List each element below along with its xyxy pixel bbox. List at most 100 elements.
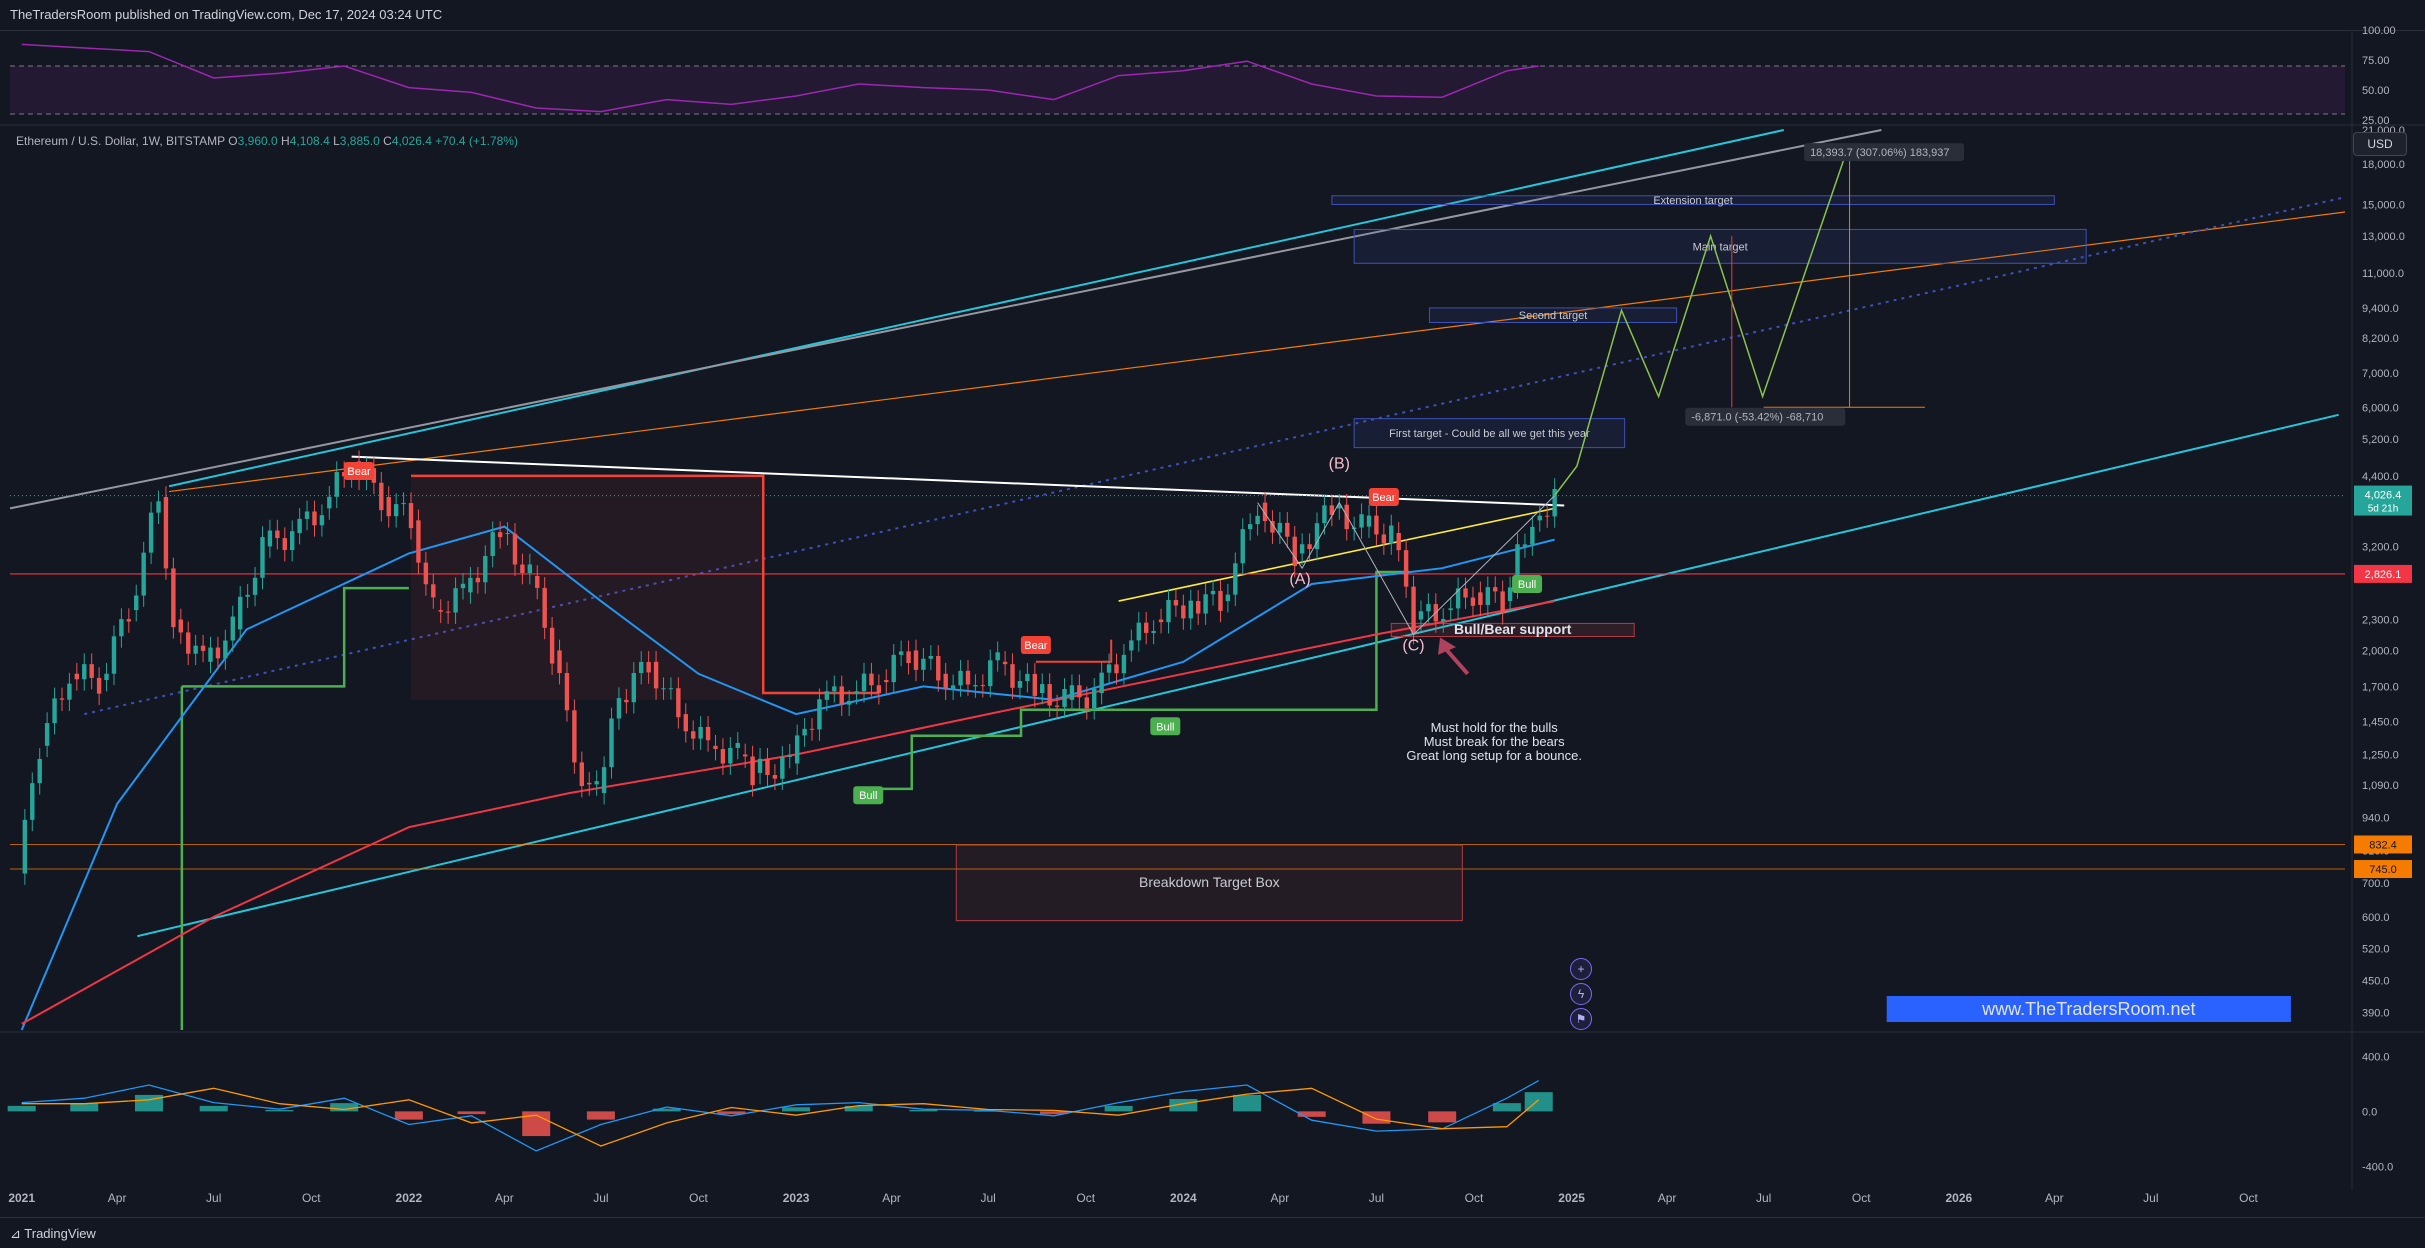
legend-h-label: H — [281, 134, 290, 148]
ma-red — [21, 600, 1555, 1025]
candle-body — [906, 651, 911, 664]
candle-body — [839, 686, 844, 705]
zone-box-5 — [955, 844, 1463, 922]
candle-body — [1010, 664, 1015, 688]
zone-box-3 — [1353, 418, 1626, 449]
time-tick-8: 2023 — [783, 1191, 810, 1205]
time-tick-2: Jul — [206, 1191, 221, 1205]
macd-bar — [70, 1103, 99, 1112]
legend-o-label: O — [228, 134, 238, 148]
macd-bar — [199, 1105, 228, 1112]
candle-body — [624, 699, 629, 703]
candle-body — [780, 756, 785, 779]
macd-bar — [652, 1108, 681, 1112]
candle-body — [616, 698, 622, 719]
rsi-tick-3: 25.00 — [2362, 115, 2390, 127]
candle-body — [564, 673, 570, 711]
candle-body — [527, 564, 533, 573]
candle-body — [520, 564, 525, 573]
candle-body — [1485, 587, 1491, 605]
signal-tag-3 — [853, 786, 884, 805]
candle-body — [1121, 654, 1127, 674]
candle-body — [460, 583, 466, 589]
channel-dotted — [84, 196, 2346, 716]
zone-label-4: Bull/Bear support — [1454, 621, 1572, 637]
candle-body — [661, 688, 666, 690]
candle-body — [817, 699, 822, 730]
price-tick-8: 6,000.0 — [2362, 402, 2399, 414]
price-tick-5: 9,400.0 — [2362, 303, 2399, 315]
candle-body — [980, 685, 986, 687]
plus-icon[interactable]: + — [1570, 958, 1592, 980]
candle-body — [1292, 536, 1297, 567]
candle-body — [1329, 505, 1335, 515]
zone-label-0: Extension target — [1653, 195, 1733, 207]
candle-body — [809, 728, 815, 730]
candle-body — [431, 584, 436, 598]
zone-label-3: First target - Could be all we get this … — [1389, 428, 1590, 440]
ma-blue — [20, 525, 1555, 1031]
candle-body — [542, 587, 547, 628]
candle-body — [861, 673, 867, 692]
candle-body — [1255, 515, 1260, 525]
chart-canvas[interactable]: 100.0075.0050.0025.0021,000.018,000.015,… — [0, 0, 2425, 1217]
candle-body — [453, 588, 458, 613]
candle-body — [1381, 534, 1387, 544]
price-tick-24: 450.0 — [2362, 976, 2390, 988]
candle-body — [988, 660, 993, 687]
currency-selector[interactable]: USD — [2353, 132, 2407, 156]
time-tick-21: Apr — [2045, 1191, 2064, 1205]
time-tick-15: Oct — [1465, 1191, 1484, 1205]
candle-body — [304, 511, 310, 519]
candle-body — [178, 619, 184, 633]
zone-label-2: Second target — [1519, 310, 1588, 322]
macd-bar — [844, 1105, 873, 1112]
axis-label-745-bg — [2354, 860, 2412, 879]
candle-body — [973, 685, 978, 687]
candle-body — [1240, 529, 1245, 564]
candle-body — [59, 698, 65, 700]
candle-body — [208, 647, 213, 662]
candle-body — [720, 749, 726, 764]
candle-body — [1426, 604, 1431, 612]
time-tick-18: Jul — [1756, 1191, 1771, 1205]
candle-body — [67, 683, 72, 700]
macd-bar — [909, 1110, 938, 1112]
time-tick-3: Oct — [302, 1191, 321, 1205]
signal-label-2: Bear — [1372, 492, 1396, 504]
candle-body — [267, 530, 273, 547]
countdown-label: 5d 21h — [2368, 504, 2399, 515]
candle-body — [1225, 594, 1231, 602]
candle-body — [1136, 622, 1141, 641]
candle-body — [572, 710, 577, 763]
candle-body — [1500, 591, 1505, 614]
candle-body — [1537, 515, 1542, 521]
candle-body — [601, 767, 607, 794]
publish-bar: TheTradersRoom published on TradingView.… — [0, 0, 2425, 31]
candle-body — [1277, 522, 1283, 533]
tradingview-logo[interactable]: ⊿ TradingView — [10, 1226, 96, 1242]
macd-bar — [1297, 1111, 1326, 1117]
candle-body — [936, 655, 941, 681]
lightning-icon[interactable]: ϟ — [1570, 983, 1592, 1005]
flag-icon[interactable]: ⚑ — [1570, 1008, 1592, 1030]
candle-body — [200, 645, 206, 651]
candle-body — [215, 647, 221, 659]
macd-tick-0: 400.0 — [2362, 1051, 2390, 1063]
candle-body — [1106, 664, 1112, 673]
candle-body — [884, 680, 889, 683]
symbol-title: Ethereum / U.S. Dollar, 1W, BITSTAMP — [16, 134, 225, 148]
rsi-line — [21, 43, 1539, 113]
candle-body — [1418, 611, 1424, 620]
price-tick-25: 390.0 — [2362, 1007, 2390, 1019]
zone-box-2 — [1428, 307, 1678, 324]
candle-body — [497, 532, 503, 538]
candle-body — [1151, 631, 1156, 633]
candle-body — [1396, 533, 1401, 551]
zone-box-0 — [1331, 195, 2055, 205]
candle-body — [609, 718, 614, 768]
time-tick-23: Oct — [2239, 1191, 2258, 1205]
candle-body — [1307, 544, 1312, 550]
candle-body — [1507, 587, 1513, 602]
candle-body — [1493, 587, 1498, 592]
